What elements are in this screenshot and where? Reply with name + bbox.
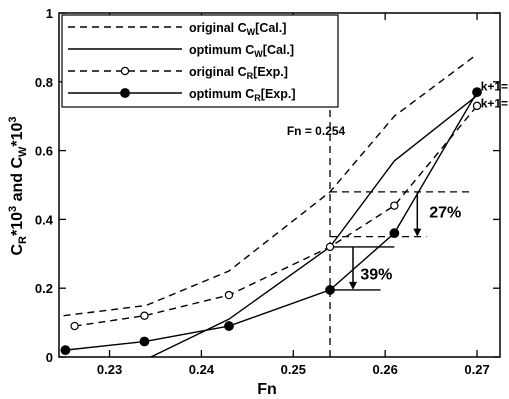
- series-line-3: [65, 91, 478, 351]
- plot-frame: [58, 12, 501, 358]
- x-tick-label-3: 0.26: [373, 362, 398, 377]
- series-group: [60, 53, 482, 357]
- annotation-2: k+1=1.155: [481, 97, 509, 111]
- legend-box: [61, 14, 339, 108]
- series-3: [60, 87, 482, 356]
- y-tick-label-5: 1: [46, 6, 53, 21]
- annotations: Fn = 0.254 k+1=1.159 k+1=1.155 27% 39%: [287, 79, 509, 283]
- data-point-s2-1: [140, 311, 149, 320]
- data-point-s3-4: [389, 228, 400, 239]
- y-tick-label-2: 0.4: [35, 212, 54, 227]
- data-point-s2-2: [224, 290, 234, 300]
- legend-label-0: original CW[Cal.]: [189, 21, 286, 37]
- legend-marker-2: [120, 66, 130, 76]
- y-tick-label-0: 0: [46, 350, 53, 365]
- axes: 0.23 0.24 0.25 0.26 0.27 0 0.2 0.4 0.6 0.8 1: [35, 6, 501, 377]
- data-point-s3-0: [60, 345, 71, 356]
- data-point-s2-3: [325, 242, 335, 252]
- data-point-s2-4: [390, 201, 399, 210]
- series-2: [70, 101, 482, 331]
- annotation-1: k+1=1.159: [481, 79, 509, 93]
- x-tick-label-1: 0.24: [189, 362, 215, 377]
- data-point-s3-1: [139, 336, 150, 347]
- legend-marker-3: [120, 88, 130, 98]
- legend-label-2: original CR[Exp.]: [189, 65, 288, 81]
- x-tick-label-0: 0.23: [97, 362, 122, 377]
- y-tick-label-1: 0.2: [35, 281, 53, 296]
- annotation-0: Fn = 0.254: [287, 124, 346, 138]
- annotation-3: 27%: [429, 205, 461, 222]
- data-point-s3-2: [224, 321, 234, 331]
- arrow-head-1: [349, 281, 357, 290]
- x-tick-label-4: 0.27: [464, 362, 489, 377]
- data-point-s3-5: [472, 87, 482, 98]
- data-point-s2-0: [70, 321, 79, 331]
- y-tick-label-4: 0.8: [35, 75, 53, 90]
- annotation-4: 39%: [360, 267, 392, 284]
- y-tick-label-3: 0.6: [35, 144, 53, 159]
- x-tick-label-2: 0.25: [281, 362, 306, 377]
- data-point-s2-5: [472, 101, 482, 111]
- legend: original CW[Cal.] optimum CW[Cal.] origina…: [61, 14, 339, 108]
- arrow-head-0: [413, 228, 422, 237]
- axis-titles: Fn CR*103 and CW*103: [7, 116, 277, 398]
- y-axis-title: CR*103 and CW*103: [7, 116, 29, 255]
- x-axis-title: Fn: [257, 381, 277, 398]
- legend-label-1: optimum CW[Cal.]: [189, 43, 294, 59]
- data-point-s3-3: [325, 285, 335, 295]
- legend-label-3: optimum CR[Exp.]: [189, 87, 296, 103]
